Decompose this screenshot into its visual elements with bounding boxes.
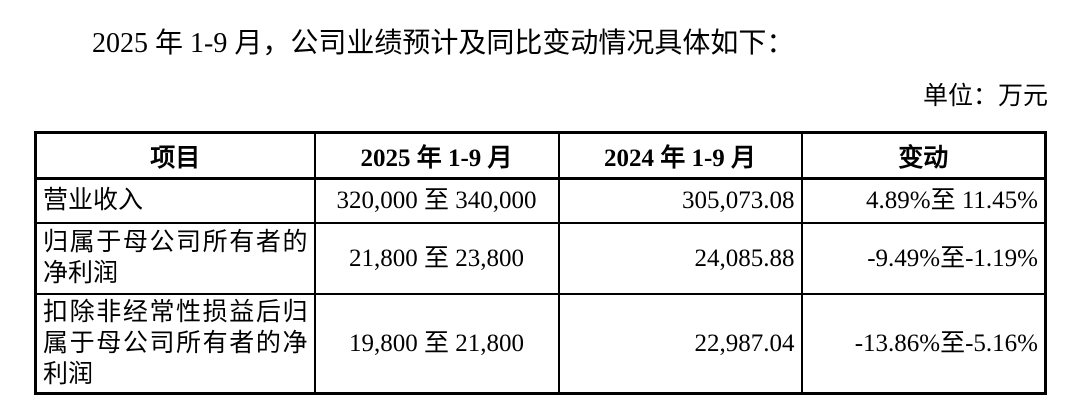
cell-item: 扣除非经常性损益后归属于母公司所有者的净利润	[34, 292, 316, 394]
cell-forecast-2025: 21,800 至 23,800	[313, 221, 560, 295]
unit-label: 单位：万元	[922, 83, 1048, 110]
table-row-net-profit: 归属于母公司所有者的净利润 21,800 至 23,800 24,085.88 …	[34, 221, 1047, 295]
header-item: 项目	[34, 131, 316, 180]
cell-change: -13.86%至-5.16%	[800, 292, 1047, 394]
cell-forecast-2025: 19,800 至 21,800	[313, 292, 560, 394]
table-row-revenue: 营业收入 320,000 至 340,000 305,073.08 4.89%至…	[34, 177, 1047, 224]
table-row-deducted-net-profit: 扣除非经常性损益后归属于母公司所有者的净利润 19,800 至 21,800 2…	[34, 292, 1047, 394]
cell-item: 归属于母公司所有者的净利润	[34, 221, 316, 295]
header-2025-period: 2025 年 1-9 月	[313, 131, 560, 180]
cell-actual-2024: 24,085.88	[557, 221, 803, 295]
cell-change: -9.49%至-1.19%	[800, 221, 1047, 295]
cell-actual-2024: 22,987.04	[557, 292, 803, 394]
cell-forecast-2025: 320,000 至 340,000	[313, 177, 560, 224]
cell-change: 4.89%至 11.45%	[800, 177, 1047, 224]
header-change: 变动	[800, 131, 1047, 180]
cell-actual-2024: 305,073.08	[557, 177, 803, 224]
header-2024-period: 2024 年 1-9 月	[557, 131, 803, 180]
table-header-row: 项目 2025 年 1-9 月 2024 年 1-9 月 变动	[34, 131, 1047, 180]
report-intro-text: 2025 年 1-9 月，公司业绩预计及同比变动情况具体如下：	[92, 28, 795, 59]
performance-table: 项目 2025 年 1-9 月 2024 年 1-9 月 变动 营业收入 320…	[34, 131, 1047, 395]
cell-item: 营业收入	[34, 177, 316, 224]
